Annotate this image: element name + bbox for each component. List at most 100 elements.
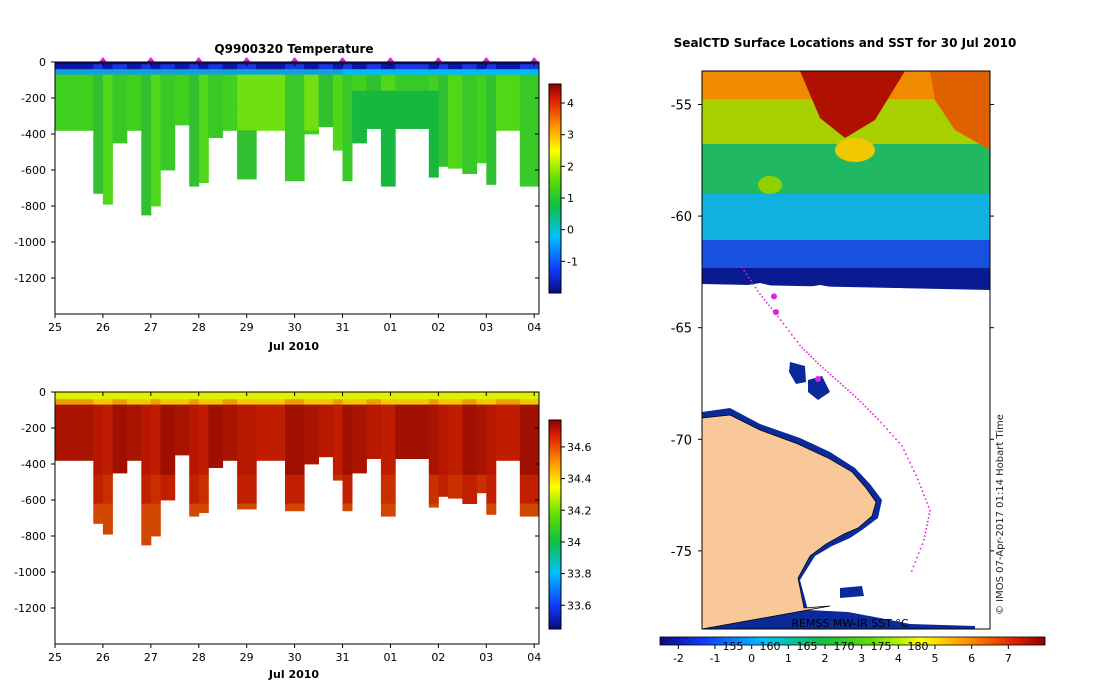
temperature-cbar-tick-label: 1: [567, 192, 574, 205]
temperature-plot-frame: [54, 61, 540, 315]
section-cell: [256, 444, 286, 461]
section-cell: [189, 144, 200, 160]
section-cell: [222, 399, 238, 405]
sst-cbar-tick-label: 6: [968, 652, 975, 665]
section-cell: [102, 399, 113, 405]
section-cell: [237, 404, 257, 413]
section-cell: [304, 101, 319, 115]
section-cell: [285, 101, 305, 115]
section-cell: [150, 101, 161, 115]
sst-cbar-tick-label: -2: [673, 652, 684, 665]
section-cell: [93, 81, 104, 92]
section-cell: [476, 474, 487, 490]
section-cell: [380, 101, 396, 115]
section-cell: [428, 81, 439, 92]
seal-track-point: [763, 298, 766, 301]
seal-track-point: [910, 570, 913, 572]
section-cell: [395, 114, 430, 129]
section-cell: [160, 444, 176, 461]
section-cell: [102, 101, 113, 115]
section-cell: [448, 101, 463, 115]
profile-marker: [146, 57, 155, 62]
section-cell: [198, 74, 209, 83]
section-cell: [102, 62, 113, 65]
section-cell: [285, 90, 305, 102]
section-cell: [198, 114, 209, 131]
seal-track-point: [765, 301, 768, 304]
section-cell: [189, 503, 200, 517]
section-cell: [380, 159, 396, 174]
section-cell: [160, 130, 176, 146]
section-cell: [93, 474, 104, 490]
profile-marker: [338, 57, 347, 62]
section-cell: [189, 399, 200, 405]
section-cell: [208, 444, 224, 461]
section-cell: [395, 420, 430, 432]
seal-track-point: [822, 367, 824, 369]
temperature-cbar-tick-label: 0: [567, 224, 574, 237]
temperature-x-tick-label: 25: [48, 321, 62, 334]
section-cell: [332, 431, 343, 445]
section-cell: [102, 202, 113, 205]
temperature-x-tick-label: 28: [192, 321, 206, 334]
seal-track-point: [785, 326, 788, 329]
section-cell: [476, 394, 487, 400]
section-cell: [519, 460, 540, 476]
section-cell: [102, 518, 113, 533]
section-cell: [160, 64, 176, 70]
seal-track-point: [790, 333, 793, 336]
seal-track-point: [864, 405, 867, 408]
sst-colorbar: [659, 636, 1046, 646]
section-cell: [150, 392, 161, 395]
section-cell: [102, 420, 113, 432]
section-cell: [486, 159, 497, 174]
section-cell: [160, 159, 176, 171]
section-cell: [438, 474, 449, 490]
seal-track-point: [886, 428, 888, 431]
section-cell: [342, 431, 353, 445]
seal-track-point: [872, 413, 874, 416]
section-cell: [93, 431, 104, 445]
section-cell: [486, 81, 497, 92]
section-cell: [55, 64, 94, 70]
section-cell: [237, 399, 257, 405]
section-cell: [141, 173, 152, 189]
section-cell: [150, 173, 161, 189]
section-cell: [448, 69, 463, 75]
section-cell: [395, 81, 430, 92]
section-cell: [519, 90, 540, 102]
section-cell: [198, 460, 209, 476]
salinity-cbar-tick-label: 34.2: [567, 504, 592, 517]
section-cell: [380, 81, 396, 92]
section-cell: [160, 399, 176, 405]
section-cell: [366, 114, 382, 129]
section-cell: [93, 489, 104, 504]
section-cell: [380, 489, 396, 504]
section-cell: [208, 81, 224, 92]
section-cell: [222, 420, 238, 432]
section-cell: [174, 69, 190, 75]
seal-track-point: [914, 561, 917, 563]
section-cell: [189, 81, 200, 92]
section-cell: [141, 90, 152, 102]
section-cell: [519, 420, 540, 432]
section-cell: [519, 444, 540, 461]
seal-track-point: [895, 438, 897, 441]
seal-track-point: [929, 509, 931, 512]
section-cell: [141, 188, 152, 203]
section-cell: [448, 460, 463, 476]
section-cell: [476, 130, 487, 146]
seal-track-point: [817, 362, 819, 365]
section-cell: [519, 81, 540, 92]
section-cell: [438, 101, 449, 115]
seal-track-point: [814, 360, 817, 363]
seal-track-point: [847, 389, 849, 392]
seal-track-point: [803, 349, 806, 351]
section-cell: [438, 69, 449, 75]
section-cell: [174, 101, 190, 115]
section-cell: [222, 392, 238, 395]
section-cell: [160, 411, 176, 422]
section-cell: [476, 64, 487, 70]
section-cell: [198, 444, 209, 461]
section-cell: [428, 431, 439, 445]
